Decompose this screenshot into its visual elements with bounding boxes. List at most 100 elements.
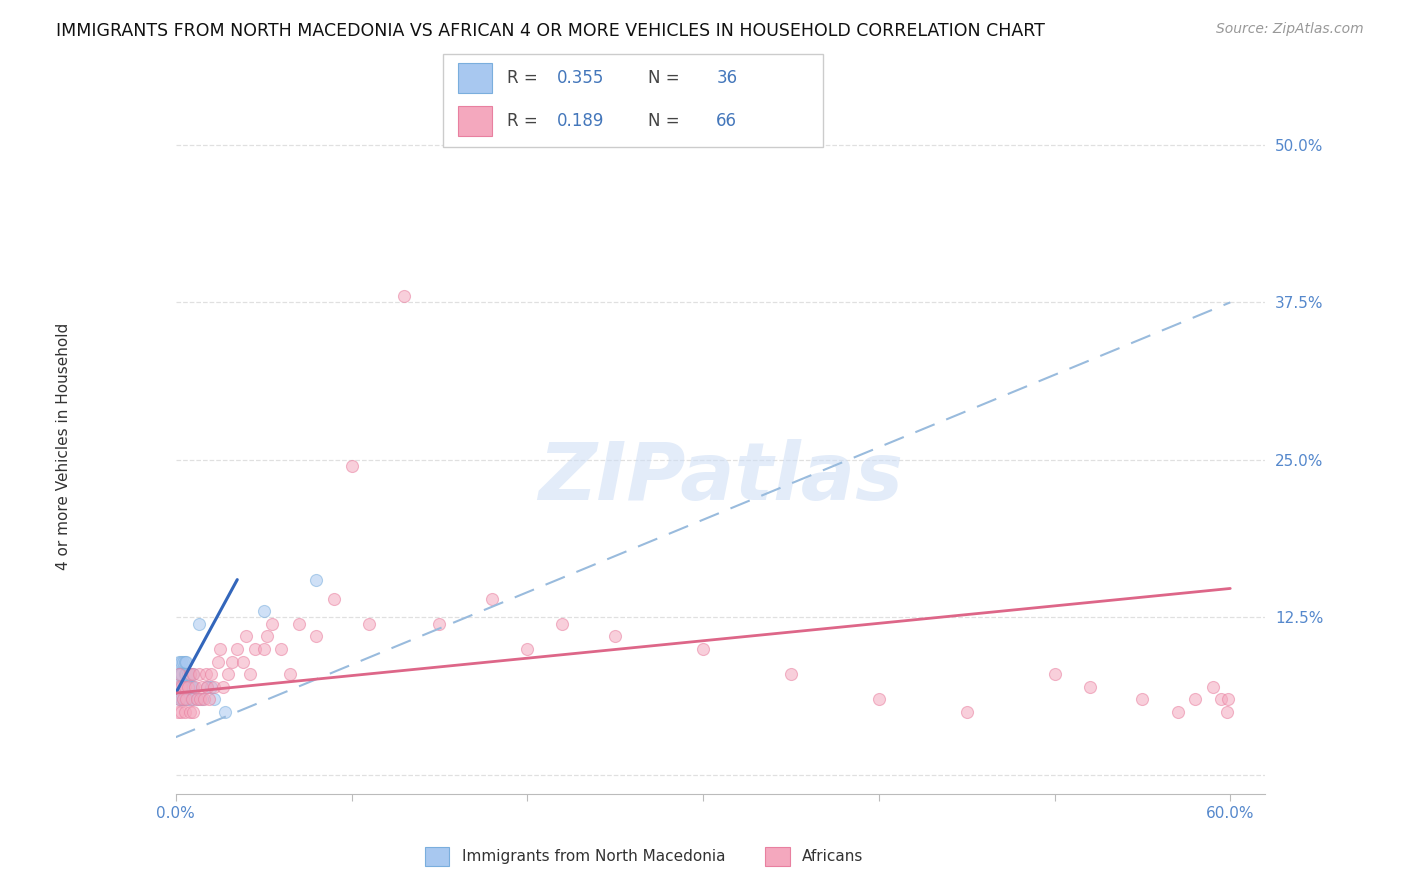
Point <box>169 667 191 681</box>
Point <box>231 655 254 669</box>
Point <box>187 616 209 631</box>
FancyBboxPatch shape <box>443 54 823 147</box>
Point <box>170 692 193 706</box>
Point <box>235 629 257 643</box>
Point <box>174 655 197 669</box>
Text: N =: N = <box>648 112 679 130</box>
Point <box>207 655 229 669</box>
Point <box>172 655 194 669</box>
Text: Africans: Africans <box>801 849 863 863</box>
Point <box>551 616 574 631</box>
Point <box>214 705 236 719</box>
Point <box>323 591 346 606</box>
Point <box>173 680 195 694</box>
Point <box>1211 692 1233 706</box>
Text: N =: N = <box>648 70 679 87</box>
Point <box>166 705 188 719</box>
Point <box>170 667 193 681</box>
Point <box>174 680 197 694</box>
Point <box>288 616 311 631</box>
Bar <box>765 847 790 866</box>
Point <box>170 680 193 694</box>
Point <box>305 629 328 643</box>
Point <box>359 616 381 631</box>
Point <box>174 692 197 706</box>
Point <box>183 680 205 694</box>
Point <box>198 692 221 706</box>
Text: 4 or more Vehicles in Household: 4 or more Vehicles in Household <box>56 322 70 570</box>
Point <box>208 642 231 657</box>
Point <box>177 692 200 706</box>
Point <box>180 692 202 706</box>
Bar <box>458 106 492 136</box>
Point <box>177 667 200 681</box>
Point <box>779 667 801 681</box>
Point <box>239 667 262 681</box>
Point <box>394 289 416 303</box>
Point <box>195 680 219 694</box>
Point <box>427 616 450 631</box>
Point <box>166 680 188 694</box>
Bar <box>425 847 450 866</box>
Point <box>217 667 239 681</box>
Point <box>191 680 214 694</box>
Point <box>183 705 205 719</box>
Point <box>253 642 276 657</box>
Point <box>166 680 188 694</box>
Point <box>1218 692 1240 706</box>
Point <box>195 680 219 694</box>
Text: 36: 36 <box>716 70 737 87</box>
Point <box>183 667 205 681</box>
Point <box>169 655 191 669</box>
Point <box>270 642 292 657</box>
Point <box>256 629 278 643</box>
Point <box>180 692 202 706</box>
Point <box>170 705 193 719</box>
Point <box>253 604 276 618</box>
Point <box>1132 692 1154 706</box>
Point <box>172 680 194 694</box>
Point <box>243 642 266 657</box>
Point <box>278 667 301 681</box>
Point <box>179 705 201 719</box>
Point <box>169 692 191 706</box>
Point <box>226 642 249 657</box>
Point <box>204 692 226 706</box>
Point <box>221 655 243 669</box>
Point <box>173 692 195 706</box>
Point <box>172 692 194 706</box>
Text: 0.355: 0.355 <box>557 70 605 87</box>
Point <box>516 642 538 657</box>
Text: IMMIGRANTS FROM NORTH MACEDONIA VS AFRICAN 4 OR MORE VEHICLES IN HOUSEHOLD CORRE: IMMIGRANTS FROM NORTH MACEDONIA VS AFRIC… <box>56 22 1045 40</box>
Text: Immigrants from North Macedonia: Immigrants from North Macedonia <box>461 849 725 863</box>
Point <box>1043 667 1066 681</box>
Point <box>173 655 195 669</box>
Point <box>186 692 208 706</box>
Point <box>170 680 193 694</box>
Text: R =: R = <box>508 70 538 87</box>
Point <box>481 591 503 606</box>
Point <box>1184 692 1206 706</box>
Point <box>179 667 201 681</box>
Point <box>868 692 890 706</box>
Point <box>169 667 191 681</box>
Point <box>186 692 208 706</box>
Point <box>193 692 215 706</box>
Point <box>262 616 284 631</box>
Point <box>194 667 217 681</box>
Point <box>173 667 195 681</box>
Point <box>188 692 212 706</box>
Point <box>191 692 214 706</box>
Point <box>172 692 194 706</box>
Point <box>1202 680 1225 694</box>
Point <box>177 680 200 694</box>
Text: Source: ZipAtlas.com: Source: ZipAtlas.com <box>1216 22 1364 37</box>
Point <box>183 667 205 681</box>
Point <box>1078 680 1101 694</box>
Point <box>305 573 328 587</box>
Point <box>340 459 363 474</box>
Point <box>170 655 193 669</box>
Point <box>173 680 195 694</box>
Point <box>1216 705 1239 719</box>
Text: 0.189: 0.189 <box>557 112 605 130</box>
